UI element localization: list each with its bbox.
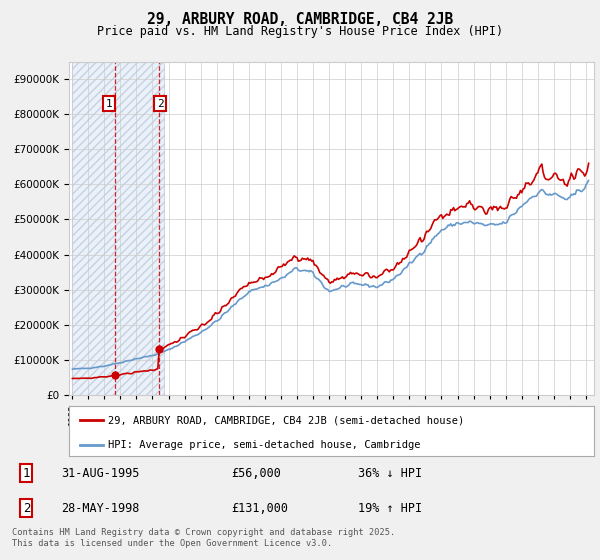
Text: 19% ↑ HPI: 19% ↑ HPI: [358, 502, 422, 515]
Text: Price paid vs. HM Land Registry's House Price Index (HPI): Price paid vs. HM Land Registry's House …: [97, 25, 503, 38]
Text: 29, ARBURY ROAD, CAMBRIDGE, CB4 2JB (semi-detached house): 29, ARBURY ROAD, CAMBRIDGE, CB4 2JB (sem…: [109, 415, 464, 425]
Text: 1: 1: [23, 466, 30, 480]
Text: 1: 1: [105, 99, 112, 109]
Text: HPI: Average price, semi-detached house, Cambridge: HPI: Average price, semi-detached house,…: [109, 440, 421, 450]
Text: 2: 2: [157, 99, 163, 109]
Text: 28-MAY-1998: 28-MAY-1998: [61, 502, 139, 515]
Text: £56,000: £56,000: [231, 466, 281, 480]
Bar: [72, 62, 164, 395]
Text: 29, ARBURY ROAD, CAMBRIDGE, CB4 2JB: 29, ARBURY ROAD, CAMBRIDGE, CB4 2JB: [147, 12, 453, 27]
Bar: [72, 62, 164, 395]
Text: 31-AUG-1995: 31-AUG-1995: [61, 466, 139, 480]
Text: 2: 2: [23, 502, 30, 515]
Text: £131,000: £131,000: [231, 502, 288, 515]
Text: Contains HM Land Registry data © Crown copyright and database right 2025.
This d: Contains HM Land Registry data © Crown c…: [12, 528, 395, 548]
Text: 36% ↓ HPI: 36% ↓ HPI: [358, 466, 422, 480]
